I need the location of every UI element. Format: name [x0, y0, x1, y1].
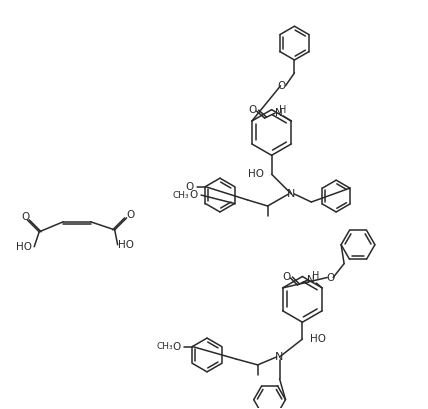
Text: CH₃: CH₃ — [173, 191, 190, 200]
Text: N: N — [275, 352, 284, 362]
Text: O: O — [172, 342, 181, 351]
Text: HO: HO — [16, 242, 32, 252]
Text: HO: HO — [310, 334, 326, 344]
Text: CH₃: CH₃ — [156, 342, 173, 351]
Text: HO: HO — [118, 240, 134, 250]
Text: H: H — [279, 105, 286, 115]
Text: O: O — [189, 190, 197, 200]
Text: N: N — [275, 108, 282, 118]
Text: O: O — [277, 81, 285, 91]
Text: O: O — [282, 272, 291, 282]
Text: O: O — [326, 272, 334, 283]
Text: N: N — [307, 275, 315, 285]
Text: O: O — [185, 182, 193, 192]
Text: N: N — [287, 189, 296, 199]
Text: O: O — [21, 212, 30, 222]
Text: HO: HO — [248, 169, 264, 179]
Text: O: O — [126, 210, 135, 220]
Text: H: H — [312, 271, 319, 281]
Text: O: O — [249, 105, 257, 115]
